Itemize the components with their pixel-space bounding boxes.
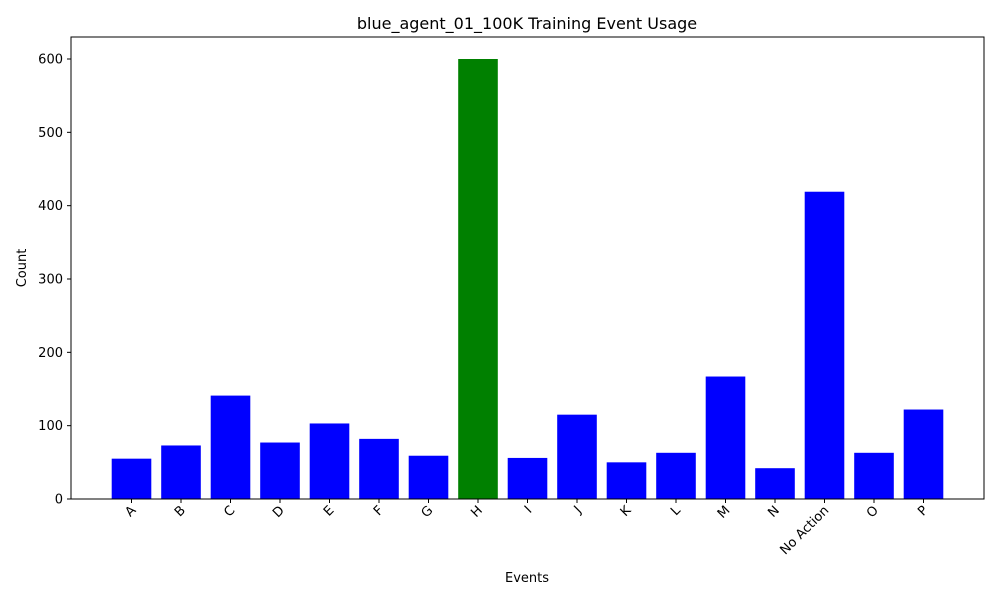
x-tick-label: O <box>864 503 882 521</box>
bar-c <box>210 395 251 499</box>
x-tick-label: D <box>270 503 288 521</box>
x-ticks-group: A B C D E F G H I J K L M NNo Action O P <box>122 499 931 558</box>
bars-group <box>111 59 944 500</box>
chart-title: blue_agent_01_100K Training Event Usage <box>357 14 697 34</box>
y-tick-label: 100 <box>38 419 63 434</box>
x-tick-label: J <box>571 503 585 517</box>
x-tick-label: L <box>668 503 684 519</box>
bar-m <box>705 376 746 499</box>
x-tick-label: No Action <box>778 503 833 558</box>
y-tick-label: 300 <box>38 273 63 288</box>
x-tick-label: K <box>618 503 635 520</box>
x-tick-label: B <box>172 503 189 520</box>
y-tick-label: 600 <box>38 53 63 68</box>
bar-h <box>458 59 498 499</box>
bar-o <box>854 452 894 499</box>
y-tick-label: 400 <box>38 199 63 214</box>
bar-i <box>507 457 548 499</box>
plot-area-frame <box>70 36 985 500</box>
x-tick-label: M <box>715 503 734 522</box>
y-ticks-group: 0 100 200 300 400 500 600 <box>38 53 71 508</box>
bar-l <box>656 452 696 499</box>
y-tick-label: 0 <box>55 493 63 508</box>
bar-a <box>111 458 152 499</box>
bar-g <box>408 455 449 499</box>
bar-p <box>903 409 944 499</box>
y-tick-label: 200 <box>38 346 63 361</box>
x-tick-label: G <box>419 503 437 521</box>
bar-f <box>359 438 399 499</box>
x-axis-label: Events <box>505 571 549 586</box>
x-tick-label: F <box>371 503 387 519</box>
x-tick-label: N <box>765 503 782 520</box>
x-tick-label: P <box>915 503 931 519</box>
bar-j <box>557 414 597 499</box>
x-tick-label: E <box>321 503 337 519</box>
x-tick-label: C <box>221 503 238 520</box>
bar-e <box>309 423 350 499</box>
y-tick-label: 500 <box>38 126 63 141</box>
x-tick-label: H <box>468 503 486 521</box>
x-tick-label: A <box>122 503 139 520</box>
y-axis-label: Count <box>15 249 30 288</box>
bar-d <box>260 442 300 499</box>
bar-b <box>161 445 201 499</box>
bar-no-action <box>804 191 845 500</box>
bar-n <box>755 468 795 499</box>
bar-k <box>606 462 647 499</box>
x-tick-label: I <box>522 503 535 516</box>
